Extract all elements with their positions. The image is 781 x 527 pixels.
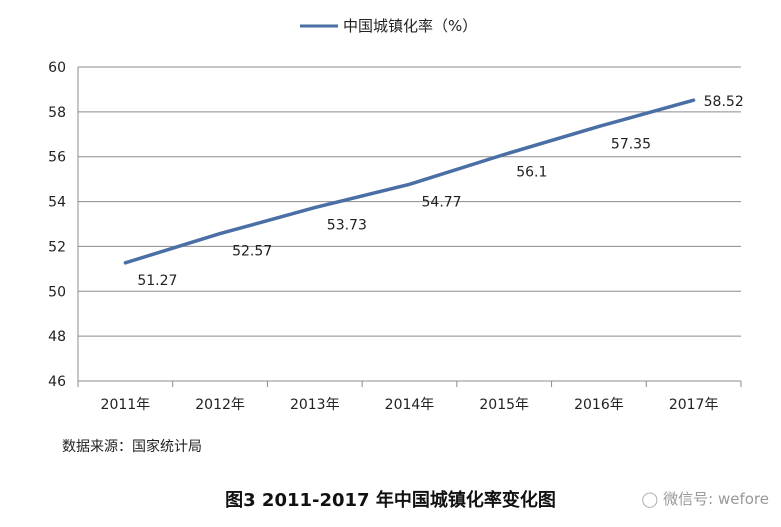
- data-labels: 51.27 52.57 53.73 54.77 56.1 57.35 58.52: [137, 94, 743, 289]
- data-label: 58.52: [704, 94, 744, 110]
- x-tick-label: 2013年: [290, 397, 340, 413]
- y-tick-label: 52: [48, 239, 66, 255]
- gridlines: [78, 66, 741, 337]
- y-tick-label: 58: [48, 105, 66, 121]
- x-tick-label: 2015年: [479, 397, 529, 413]
- x-tick-label: 2014年: [385, 397, 435, 413]
- source-note: 数据来源：国家统计局: [62, 439, 202, 455]
- series-layer: [123, 98, 696, 265]
- watermark-text: 微信号: wefore: [663, 490, 769, 508]
- data-label: 57.35: [611, 136, 651, 152]
- data-label: 51.27: [137, 273, 177, 289]
- legend-label: 中国城镇化率（%）: [343, 17, 477, 35]
- legend: 中国城镇化率（%）: [300, 17, 477, 35]
- y-tick-label: 54: [48, 195, 66, 211]
- axes: 46 48 50 52 54 56 58 60 2011年 2012年 2013年 2014年 2015…: [48, 60, 742, 413]
- y-tick-label: 48: [48, 329, 66, 345]
- data-label: 53.73: [327, 218, 367, 234]
- data-label: 52.57: [232, 244, 272, 260]
- watermark: ◯ 微信号: wefore: [641, 488, 769, 509]
- x-tick-label: 2011年: [101, 397, 151, 413]
- y-tick-label: 46: [48, 374, 66, 390]
- x-tick-label: 2017年: [669, 397, 719, 413]
- wechat-icon: ◯: [641, 489, 659, 508]
- x-tick-label: 2016年: [574, 397, 624, 413]
- x-tick-label: 2012年: [195, 397, 245, 413]
- series-line: [123, 98, 696, 265]
- y-tick-label: 56: [48, 150, 66, 166]
- y-tick-label: 60: [48, 60, 66, 76]
- figure-caption: 图3 2011-2017 年中国城镇化率变化图: [225, 490, 556, 511]
- data-label: 56.1: [516, 164, 547, 180]
- y-tick-label: 50: [48, 284, 66, 300]
- data-label: 54.77: [422, 194, 462, 210]
- line-chart: 中国城镇化率（%） 46 48 50 52 54 56 58 60 2011年 2012年 2013…: [48, 17, 744, 413]
